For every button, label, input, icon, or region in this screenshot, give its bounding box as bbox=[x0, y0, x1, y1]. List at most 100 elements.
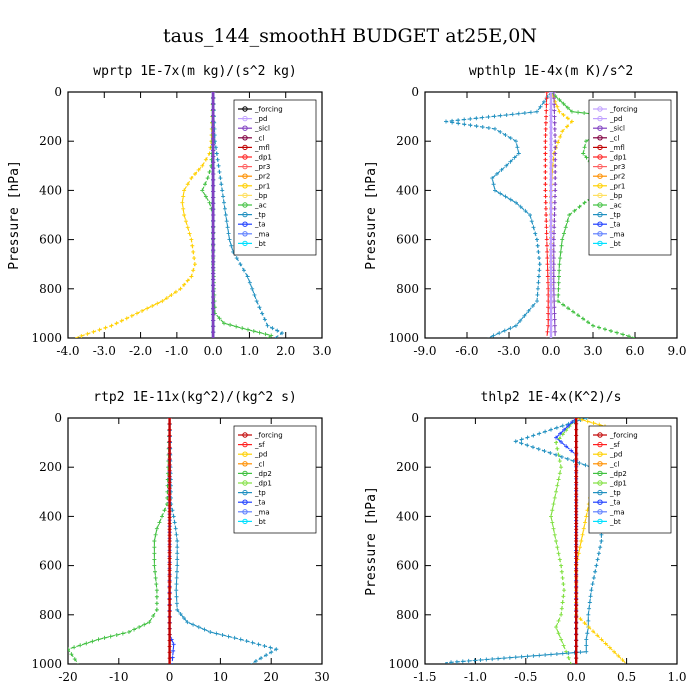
data-point bbox=[574, 544, 579, 549]
data-point bbox=[167, 539, 172, 543]
data-point bbox=[549, 101, 553, 106]
data-point bbox=[553, 145, 558, 150]
data-point bbox=[594, 563, 599, 568]
data-point bbox=[191, 268, 196, 273]
data-point bbox=[560, 651, 565, 656]
data-point bbox=[550, 508, 555, 513]
data-point bbox=[560, 575, 565, 580]
y-axis-label: Pressure [hPa] bbox=[364, 486, 379, 596]
y-tick-label: 400 bbox=[396, 183, 419, 197]
legend-label: _dp1 bbox=[609, 480, 627, 488]
data-point bbox=[211, 242, 216, 247]
data-point bbox=[103, 325, 108, 330]
data-point bbox=[490, 657, 495, 662]
data-point bbox=[207, 200, 212, 205]
legend-label: _pr3 bbox=[609, 163, 625, 171]
data-point bbox=[207, 169, 212, 174]
data-point bbox=[151, 614, 156, 619]
data-point bbox=[536, 280, 541, 285]
x-tick-label: -3.0 bbox=[497, 344, 520, 358]
y-tick-label: 0 bbox=[54, 85, 62, 99]
data-point bbox=[190, 243, 195, 248]
legend-marker bbox=[597, 441, 603, 448]
data-point bbox=[211, 119, 216, 124]
data-point bbox=[574, 562, 579, 567]
data-point bbox=[460, 659, 465, 664]
data-point bbox=[561, 582, 566, 587]
legend-box bbox=[233, 425, 317, 534]
data-point bbox=[79, 333, 84, 338]
data-point bbox=[574, 533, 579, 538]
data-point bbox=[222, 206, 227, 211]
data-point bbox=[254, 299, 259, 304]
data-point bbox=[559, 243, 564, 248]
x-tick-label: 30 bbox=[314, 670, 329, 684]
data-point bbox=[591, 421, 596, 426]
series-line-pr1 bbox=[75, 92, 214, 338]
data-point bbox=[167, 439, 172, 444]
data-point bbox=[553, 151, 558, 156]
legend-box bbox=[588, 99, 672, 256]
data-point bbox=[211, 213, 216, 217]
data-point bbox=[537, 268, 542, 273]
legend-marker bbox=[242, 183, 248, 189]
data-point bbox=[542, 449, 547, 454]
data-point bbox=[595, 633, 600, 638]
data-point bbox=[171, 648, 176, 653]
data-point bbox=[222, 200, 227, 205]
data-point bbox=[549, 318, 553, 323]
data-point bbox=[552, 213, 557, 217]
data-point bbox=[586, 612, 591, 617]
data-point bbox=[508, 136, 513, 141]
data-point bbox=[238, 262, 243, 267]
data-point bbox=[548, 450, 553, 455]
data-point bbox=[516, 111, 521, 116]
data-point bbox=[474, 116, 479, 121]
data-point bbox=[580, 532, 585, 537]
data-point bbox=[174, 575, 179, 580]
data-point bbox=[554, 425, 559, 430]
data-point bbox=[563, 225, 568, 230]
data-point bbox=[543, 169, 548, 174]
data-point bbox=[582, 145, 587, 150]
data-point bbox=[526, 308, 531, 313]
data-point bbox=[211, 131, 216, 135]
data-point bbox=[574, 527, 579, 532]
legend-label: _forcing bbox=[609, 432, 638, 440]
legend-marker bbox=[597, 231, 603, 237]
data-point bbox=[533, 231, 538, 236]
plot-frame bbox=[67, 417, 323, 665]
data-point bbox=[549, 277, 553, 282]
data-point bbox=[224, 219, 229, 224]
data-point bbox=[574, 457, 579, 461]
data-point bbox=[167, 574, 172, 579]
data-point bbox=[444, 119, 448, 124]
data-point bbox=[234, 256, 239, 261]
data-point bbox=[245, 327, 250, 332]
x-tick-label: 6.0 bbox=[625, 344, 644, 358]
legend-marker bbox=[242, 115, 248, 122]
data-point bbox=[559, 606, 564, 611]
data-point bbox=[552, 200, 557, 205]
data-point bbox=[228, 322, 233, 327]
data-point bbox=[560, 423, 565, 428]
data-point bbox=[549, 166, 553, 171]
data-point bbox=[165, 502, 170, 507]
data-point bbox=[518, 204, 523, 209]
legend-marker bbox=[597, 461, 603, 467]
data-point bbox=[551, 237, 556, 242]
legend-marker bbox=[597, 518, 603, 525]
data-point bbox=[577, 204, 582, 209]
legend-label: _ma bbox=[254, 230, 270, 238]
data-point bbox=[167, 568, 172, 573]
y-tick-label: 600 bbox=[39, 233, 62, 247]
data-point bbox=[544, 231, 549, 236]
data-point bbox=[211, 160, 216, 165]
data-point bbox=[528, 110, 533, 115]
data-point bbox=[140, 308, 145, 313]
data-point bbox=[549, 131, 553, 135]
data-point bbox=[591, 323, 595, 328]
data-point bbox=[574, 580, 579, 584]
y-tick-label: 1000 bbox=[388, 657, 419, 671]
